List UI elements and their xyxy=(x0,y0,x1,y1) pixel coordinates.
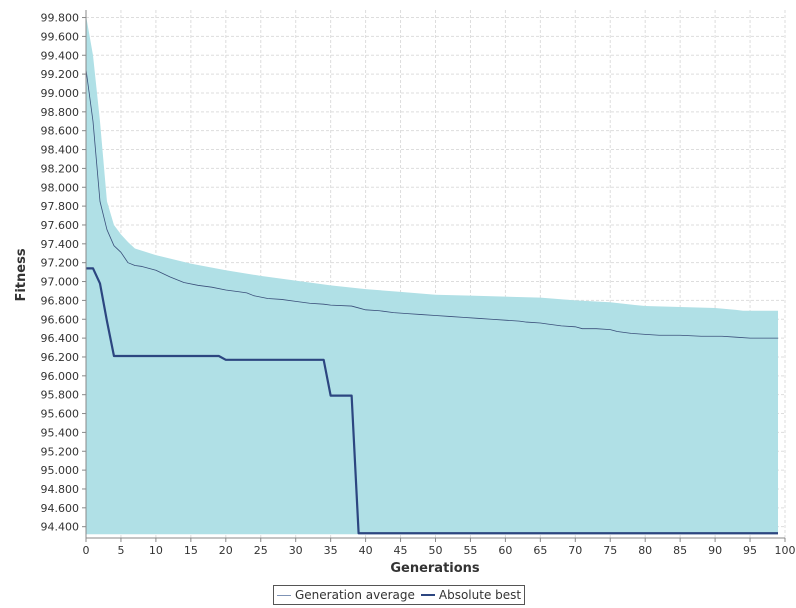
y-tick-label-17: 97.800 xyxy=(41,200,80,213)
y-tick-label-11: 96.600 xyxy=(41,313,80,326)
y-tick-label-20: 98.400 xyxy=(41,144,80,157)
y-tick-label-26: 99.600 xyxy=(41,30,80,43)
y-tick-label-25: 99.400 xyxy=(41,49,80,62)
y-tick-label-4: 95.200 xyxy=(41,445,80,458)
legend-label-best: Absolute best xyxy=(438,588,522,602)
y-axis-title: Fitness xyxy=(14,248,29,301)
y-tick-label-16: 97.600 xyxy=(41,219,80,232)
x-tick-label-20: 100 xyxy=(775,544,796,557)
x-tick-label-14: 70 xyxy=(568,544,582,557)
fitness-range-band xyxy=(86,15,779,535)
x-tick-label-5: 25 xyxy=(254,544,268,557)
x-tick-label-4: 20 xyxy=(219,544,233,557)
y-tick-label-3: 95.000 xyxy=(41,464,80,477)
x-tick-label-17: 85 xyxy=(673,544,687,557)
y-tick-label-2: 94.800 xyxy=(41,483,80,496)
x-tick-label-3: 15 xyxy=(184,544,198,557)
y-tick-label-8: 96.000 xyxy=(41,370,80,383)
y-tick-label-27: 99.800 xyxy=(41,12,80,25)
y-tick-label-1: 94.600 xyxy=(41,502,80,515)
y-tick-label-21: 98.600 xyxy=(41,125,80,138)
y-tick-label-6: 95.600 xyxy=(41,408,80,421)
y-tick-label-9: 96.200 xyxy=(41,351,80,364)
line-absolute-best xyxy=(86,267,779,535)
x-ticks: 0 5 10 15 20 25 30 35 40 45 50 55 60 65 70 75 80 85 90 95 10… xyxy=(83,538,796,557)
x-tick-label-16: 80 xyxy=(638,544,652,557)
x-tick-label-1: 5 xyxy=(117,544,124,557)
x-tick-label-15: 75 xyxy=(603,544,617,557)
legend-item-best: Absolute best xyxy=(420,588,522,602)
y-tick-label-18: 98.000 xyxy=(41,181,80,194)
x-tick-label-6: 30 xyxy=(289,544,303,557)
y-tick-label-23: 99.000 xyxy=(41,87,80,100)
x-axis-title: Generations xyxy=(390,561,480,576)
y-tick-label-7: 95.800 xyxy=(41,389,80,402)
x-tick-label-0: 0 xyxy=(83,544,90,557)
x-tick-label-10: 50 xyxy=(429,544,443,557)
line-generation-average xyxy=(85,69,779,339)
x-tick-label-7: 35 xyxy=(324,544,338,557)
y-tick-label-24: 99.200 xyxy=(41,68,80,81)
y-tick-label-14: 97.200 xyxy=(41,257,80,270)
y-tick-label-5: 95.400 xyxy=(41,426,80,439)
legend-swatch-average xyxy=(277,594,291,596)
y-tick-label-10: 96.400 xyxy=(41,332,80,345)
x-tick-label-11: 55 xyxy=(463,544,477,557)
x-tick-label-2: 10 xyxy=(149,544,163,557)
y-tick-label-15: 97.400 xyxy=(41,238,80,251)
y-tick-label-19: 98.200 xyxy=(41,162,80,175)
x-tick-label-8: 40 xyxy=(359,544,373,557)
legend: Generation average Absolute best xyxy=(273,585,526,605)
x-tick-label-13: 65 xyxy=(533,544,547,557)
series-layer xyxy=(85,69,779,535)
y-tick-label-22: 98.800 xyxy=(41,106,80,119)
y-tick-label-13: 97.000 xyxy=(41,276,80,289)
x-tick-label-19: 95 xyxy=(743,544,757,557)
y-ticks: 94.400 94.600 94.800 95.000 95.200 95.400 95.6… xyxy=(41,12,86,534)
x-tick-label-18: 90 xyxy=(708,544,722,557)
y-tick-label-12: 96.800 xyxy=(41,294,80,307)
legend-item-average: Generation average xyxy=(277,588,415,602)
band-layer xyxy=(86,15,779,535)
x-tick-label-9: 45 xyxy=(394,544,408,557)
y-tick-label-0: 94.400 xyxy=(41,521,80,534)
legend-swatch-best xyxy=(420,594,435,596)
legend-label-average: Generation average xyxy=(295,588,415,602)
x-tick-label-12: 60 xyxy=(498,544,512,557)
